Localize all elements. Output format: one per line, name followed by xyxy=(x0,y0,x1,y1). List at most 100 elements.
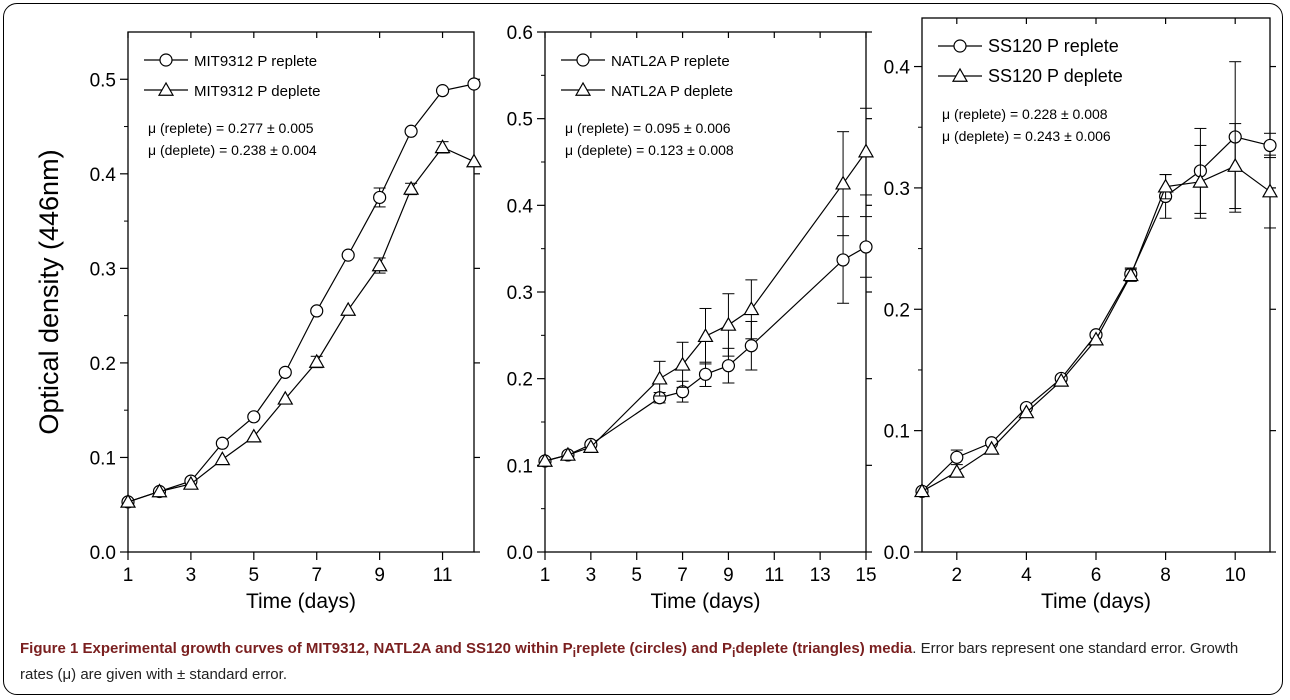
data-point xyxy=(310,304,324,318)
data-point xyxy=(404,124,418,138)
y-tick-label: 0.1 xyxy=(90,448,116,469)
data-point xyxy=(467,77,481,91)
x-tick-label: 1 xyxy=(123,565,134,586)
legend-marker xyxy=(576,53,590,67)
data-point xyxy=(151,483,168,498)
y-tick-label: 0.5 xyxy=(507,110,533,131)
data-point xyxy=(465,153,483,168)
data-point xyxy=(559,446,576,461)
x-tick-label: 15 xyxy=(855,565,876,586)
y-tick-label: 0.0 xyxy=(90,543,116,564)
y-tick-label: 0.3 xyxy=(507,283,533,304)
data-point xyxy=(1263,138,1277,153)
x-tick-label: 9 xyxy=(374,565,385,586)
series-deplete xyxy=(913,123,1279,498)
data-point xyxy=(1122,267,1139,282)
y-tick-label: 0.6 xyxy=(507,23,533,44)
caption-label: Figure 1 xyxy=(20,640,79,657)
data-point xyxy=(1157,178,1174,193)
figure-frame xyxy=(3,3,1283,695)
growth-rate-annotation: μ (replete) = 0.228 ± 0.008 xyxy=(942,106,1108,122)
caption-subscript-i2: i xyxy=(732,646,736,660)
x-tick-label: 7 xyxy=(311,565,322,586)
x-tick-label: 7 xyxy=(677,565,688,586)
growth-rate-annotation: μ (deplete) = 0.123 ± 0.008 xyxy=(565,142,734,158)
x-tick-label: 9 xyxy=(723,565,734,586)
x-axis-label: Time (days) xyxy=(650,590,760,613)
x-tick-label: 10 xyxy=(1225,565,1246,586)
data-point xyxy=(698,367,713,381)
growth-curves-figure: Optical density (446nm) 0.0 0.1 0.2 0.3 0.4 0… xyxy=(34,17,1279,613)
series-deplete xyxy=(119,139,483,508)
data-point xyxy=(1087,331,1105,346)
caption-subscript-i: i xyxy=(572,646,577,660)
y-tick-label: 0.2 xyxy=(90,354,116,375)
y-tick-label: 0.1 xyxy=(507,456,533,477)
legend-label: NATL2A P replete xyxy=(611,53,730,70)
x-tick-label: 3 xyxy=(186,565,197,586)
x-tick-label: 13 xyxy=(810,565,831,586)
data-point xyxy=(651,370,668,385)
x-tick-label: 2 xyxy=(952,565,963,586)
legend-marker xyxy=(157,81,175,96)
caption-title-a: Experimental growth curves of MIT9312, N… xyxy=(82,640,573,657)
figure-caption: Figure 1 Experimental growth curves of M… xyxy=(20,638,1270,686)
y-tick-label: 0.2 xyxy=(884,300,910,321)
data-point xyxy=(341,248,355,262)
series-line xyxy=(544,246,867,462)
x-tick-label: 5 xyxy=(249,565,260,586)
data-point xyxy=(308,353,325,368)
growth-rate-annotation: μ (deplete) = 0.238 ± 0.004 xyxy=(148,142,317,158)
series-deplete xyxy=(536,107,875,467)
data-point xyxy=(371,257,388,272)
legend-marker xyxy=(159,53,173,67)
y-tick-label: 0.2 xyxy=(507,370,533,391)
chart-panel-3: 0.0 0.1 0.2 0.3 0.4 2 4 6 8 10 Time (days) SS120 P … xyxy=(884,17,1279,613)
y-tick-label: 0.1 xyxy=(884,422,910,443)
y-tick-label: 0.0 xyxy=(507,543,533,564)
y-tick-label: 0.4 xyxy=(90,165,117,186)
data-point xyxy=(721,359,736,373)
data-point xyxy=(697,327,714,343)
x-tick-label: 3 xyxy=(586,565,597,586)
caption-title-b: replete (circles) and P xyxy=(576,640,733,657)
data-point xyxy=(214,451,231,466)
data-point xyxy=(536,452,554,467)
data-point xyxy=(247,410,261,424)
data-point xyxy=(434,139,451,154)
data-point xyxy=(340,301,357,316)
data-point xyxy=(720,316,737,331)
growth-rate-annotation: μ (replete) = 0.277 ± 0.005 xyxy=(148,120,314,136)
legend-label: SS120 P deplete xyxy=(988,66,1123,86)
data-point xyxy=(182,475,199,490)
data-point xyxy=(1227,157,1244,172)
data-point xyxy=(1018,404,1035,419)
plot-frame xyxy=(127,31,475,553)
legend: SS120 P replete SS120 P deplete xyxy=(938,36,1123,86)
growth-rate-annotation: μ (replete) = 0.095 ± 0.006 xyxy=(565,120,731,136)
data-point xyxy=(948,463,965,478)
legend: NATL2A P replete NATL2A P deplete xyxy=(561,53,733,100)
data-point xyxy=(278,365,292,379)
caption-title-c: deplete (triangles) media xyxy=(735,640,913,657)
data-point xyxy=(835,175,852,190)
legend-marker xyxy=(574,81,592,96)
series-line xyxy=(544,151,867,462)
data-point xyxy=(435,84,450,98)
x-axis-label: Time (days) xyxy=(1041,590,1151,613)
data-point xyxy=(744,339,758,353)
y-tick-label: 0.3 xyxy=(90,259,116,280)
data-point xyxy=(119,493,137,508)
chart-panel-1: 0.0 0.1 0.2 0.3 0.4 0.5 1 3 5 7 9 11 Time (days) MIT9… xyxy=(90,31,483,613)
x-tick-label: 5 xyxy=(631,565,642,586)
plot-frame xyxy=(544,31,867,553)
growth-rate-annotation: μ (deplete) = 0.243 ± 0.006 xyxy=(942,128,1111,144)
x-tick-label: 11 xyxy=(433,565,453,586)
x-tick-label: 8 xyxy=(1160,565,1171,586)
data-point xyxy=(743,301,760,316)
y-tick-label: 0.5 xyxy=(90,70,116,91)
y-axis-label: Optical density (446nm) xyxy=(34,149,64,434)
data-point xyxy=(245,428,262,443)
data-point xyxy=(1053,372,1070,387)
